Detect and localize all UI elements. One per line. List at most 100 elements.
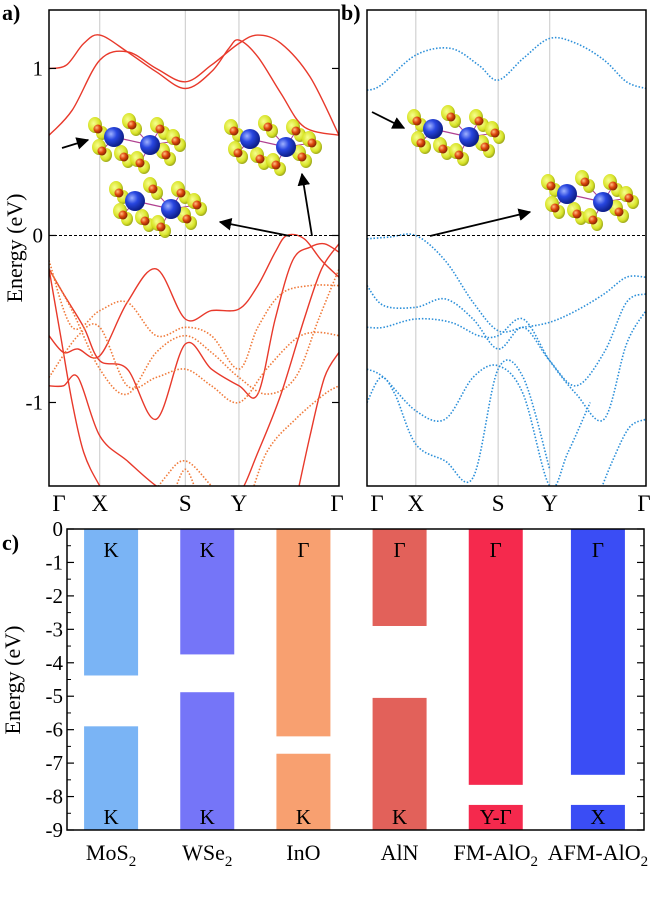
orbital-inset-b1 (407, 105, 505, 166)
al-atom (104, 127, 124, 147)
kpoint-label: Γ (637, 491, 650, 516)
al-atom (593, 192, 613, 212)
bar-label: X (590, 805, 605, 829)
bar-label: K (103, 538, 118, 562)
o-atom (614, 207, 624, 217)
panel-a-bands (49, 34, 339, 486)
bar-upper-afm-alo (570, 529, 625, 775)
band-valence-4 (49, 268, 101, 486)
kpoint-label: Y (541, 491, 558, 516)
panel-b-frame (366, 9, 647, 487)
o-atom (119, 152, 129, 162)
panel-c-xlabels: MoS2 WSe2 InO AlN FM-AlO2 AFM-AlO2 (86, 840, 648, 870)
o-atom (416, 138, 426, 148)
o-atom (412, 116, 422, 126)
bar-upper-aln (372, 529, 427, 626)
panel-a-kpoint-lines (99, 10, 240, 486)
ytick-label: -1 (46, 550, 64, 574)
o-atom (291, 126, 301, 136)
panel-c-yticks: 0 -1 -2 -3 -4 -5 -6 -7 -8 -9 (46, 517, 644, 842)
o-atom (454, 150, 464, 160)
band-valence-top (367, 233, 646, 333)
o-atom (233, 148, 243, 158)
bar-upper-wse (180, 529, 235, 655)
o-atom (263, 122, 273, 132)
band-valence-6 (601, 418, 646, 486)
o-atom (182, 214, 192, 224)
band-dotted-1 (49, 260, 339, 370)
o-atom (546, 181, 556, 191)
arrow-b2 (429, 208, 532, 237)
arrow-a1 (61, 137, 90, 150)
bar-lower-wse (180, 692, 235, 830)
band-conduction (367, 36, 646, 91)
kpoint-label: Y (231, 491, 248, 516)
bar-upper-ino (276, 529, 331, 737)
o-atom (155, 124, 165, 134)
o-atom (171, 136, 181, 146)
o-atom (192, 200, 202, 210)
band-dotted-3 (49, 323, 339, 404)
panel-a-yticks: 1 0 -1 (26, 56, 339, 414)
bar-label: Γ (394, 538, 406, 562)
o-atom (271, 160, 281, 170)
panel-b-bands (367, 36, 646, 486)
al-atom (459, 127, 479, 147)
ytick-label: -7 (46, 751, 64, 775)
material-label: MoS2 (86, 840, 136, 870)
band-valence-3 (49, 243, 339, 486)
material-label: AlN (381, 840, 419, 865)
orbital-inset-a3 (109, 177, 207, 238)
kpoint-label: Γ (330, 491, 343, 516)
orbital-inset-b2 (541, 170, 639, 231)
bar-lower-aln (372, 697, 427, 830)
panel-c-label: c) (2, 530, 19, 555)
o-atom (118, 210, 128, 220)
ytick-label: -3 (46, 617, 64, 641)
al-atom (125, 191, 145, 211)
o-atom (438, 144, 448, 154)
bar-label: K (392, 805, 407, 829)
orbital-inset-a2 (224, 115, 322, 176)
ytick-label: -1 (26, 390, 44, 414)
band-valence-2 (367, 285, 646, 387)
bar-label: Y-Γ (480, 805, 512, 829)
ytick-label: -2 (46, 584, 64, 608)
material-label: InO (286, 840, 320, 865)
bar-lower-mos (84, 726, 139, 830)
al-atom (140, 135, 160, 155)
ytick-label: -5 (46, 684, 64, 708)
band-conduction-1 (49, 34, 339, 136)
bar-label: Γ (592, 538, 604, 562)
o-atom (307, 138, 317, 148)
o-atom (156, 222, 166, 232)
bar-lower-fm-alo (468, 804, 523, 830)
band-valence-3 (367, 310, 646, 422)
panel-a-label: a) (2, 0, 20, 25)
bar-lower-afm-alo (570, 804, 625, 830)
panel-c-frame (66, 528, 645, 831)
ytick-label: 0 (53, 517, 64, 541)
bar-label: Γ (490, 538, 502, 562)
panel-c-bars: K K K K Γ K Γ K Γ Y-Γ Γ X (84, 529, 625, 830)
o-atom (229, 126, 239, 136)
al-atom (423, 119, 443, 139)
o-atom (176, 188, 186, 198)
material-label: AFM-AlO2 (548, 840, 648, 870)
material-label: WSe2 (182, 840, 232, 870)
bar-label: K (200, 805, 215, 829)
material-label: FM-AlO2 (453, 840, 538, 870)
o-atom (490, 128, 500, 138)
bar-lower-ino (276, 753, 331, 830)
panel-b-kpoint-lines (415, 10, 551, 486)
bar-upper-mos (84, 529, 139, 676)
al-atom (276, 137, 296, 157)
orbital-inset-a1 (88, 113, 186, 174)
o-atom (93, 124, 103, 134)
bar-label: K (103, 805, 118, 829)
o-atom (624, 193, 634, 203)
